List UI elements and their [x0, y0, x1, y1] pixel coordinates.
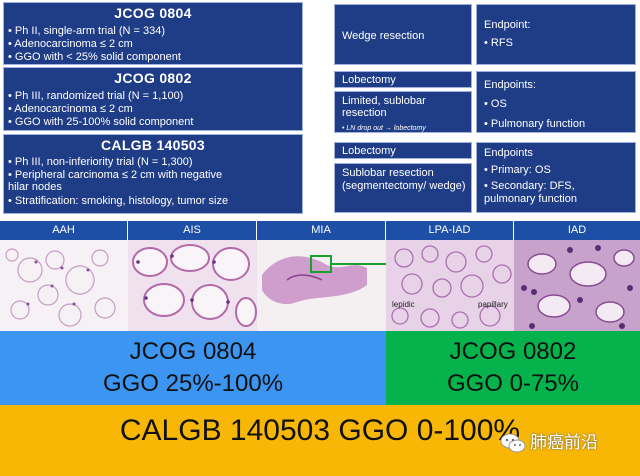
procedure-lobectomy-0802: Lobectomy — [334, 71, 472, 88]
histology-image-ais — [128, 240, 257, 331]
band-line1: JCOG 0804 — [129, 338, 257, 365]
endpoint-item: • OS — [484, 98, 507, 110]
trial-bullet: • Adenocarcinoma ≤ 2 cm — [8, 103, 133, 115]
endpoint-item: • Primary: OS — [484, 164, 551, 176]
histology-header-mia: MIA — [257, 221, 386, 240]
trial-bullet: • Ph II, single-arm trial (N = 334) — [8, 25, 165, 37]
watermark: 肺癌前沿 — [500, 430, 636, 456]
histology-image-iad — [514, 240, 640, 331]
band-jcog0804: JCOG 0804 GGO 25%-100% — [0, 331, 386, 405]
trial-box-calgb140503: CALGB 140503 • Ph III, non-inferiority t… — [3, 134, 303, 214]
trial-bullet: • Stratification: smoking, histology, tu… — [8, 195, 229, 207]
procedure-label: Wedge resection — [342, 30, 425, 42]
endpoint-item: • Pulmonary function — [484, 118, 586, 130]
procedure-wedge-resection: Wedge resection — [334, 4, 472, 65]
trial-title: JCOG 0804 — [114, 5, 192, 21]
procedure-label: Lobectomy — [342, 74, 396, 86]
trial-bullet: • GGO with < 25% solid component — [8, 51, 181, 63]
procedure-label: Lobectomy — [342, 145, 396, 157]
label-papillary: papillary — [478, 300, 508, 309]
band-text: CALGB 140503 GGO 0-100% — [119, 414, 521, 447]
procedure-label: Limited, sublobar resection — [342, 95, 426, 119]
histology-header-aah: AAH — [0, 221, 128, 240]
label-lepidic: lepidic — [392, 300, 415, 309]
procedure-label: Sublobar resection (segmentectomy/ wedge… — [342, 167, 466, 192]
endpoint-item: • RFS — [484, 37, 513, 49]
band-calgb140503: CALGB 140503 GGO 0-100% — [0, 405, 640, 476]
watermark-text: 肺癌前沿 — [530, 433, 598, 453]
endpoint-title: Endpoint: — [484, 19, 531, 31]
trial-box-jcog0802: JCOG 0802 • Ph III, randomized trial (N … — [3, 67, 303, 131]
histology-header-row: AAH AIS MIA LPA-IAD IAD — [0, 221, 640, 240]
trials-section: JCOG 0804 • Ph II, single-arm trial (N =… — [0, 0, 640, 218]
histology-header-lpa-iad: LPA-IAD — [386, 221, 514, 240]
endpoint-box-jcog0802: Endpoints: • OS • Pulmonary function — [476, 71, 636, 133]
trial-bullet: • Ph III, randomized trial (N = 1,100) — [8, 90, 184, 102]
endpoint-box-calgb140503: Endpoints • Primary: OS • Secondary: DFS… — [476, 142, 636, 213]
trial-bullet: hilar nodes — [8, 181, 62, 193]
band-line2: GGO 25%-100% — [102, 370, 284, 397]
band-line2: GGO 0-75% — [446, 370, 580, 397]
trial-bullet: • Ph III, non-inferiority trial (N = 1,3… — [8, 156, 193, 168]
trial-bullet: • Peripheral carcinoma ≤ 2 cm with negat… — [8, 169, 223, 181]
band-line1: JCOG 0802 — [449, 338, 577, 365]
trial-box-jcog0804: JCOG 0804 • Ph II, single-arm trial (N =… — [3, 2, 303, 65]
wechat-icon — [500, 433, 526, 453]
endpoint-box-jcog0804: Endpoint: • RFS — [476, 4, 636, 65]
trial-title: JCOG 0802 — [114, 70, 192, 86]
procedure-lobectomy-calgb: Lobectomy — [334, 142, 472, 159]
procedure-sublobar-resection: Sublobar resection (segmentectomy/ wedge… — [334, 163, 472, 213]
histology-header-iad: IAD — [514, 221, 640, 240]
endpoint-item: pulmonary function — [484, 193, 577, 205]
trial-bullet: • GGO with 25-100% solid component — [8, 116, 194, 128]
band-jcog0802: JCOG 0802 GGO 0-75% — [386, 331, 640, 405]
histology-image-mia — [257, 240, 386, 331]
histology-header-ais: AIS — [128, 221, 257, 240]
endpoint-item: • Secondary: DFS, — [484, 180, 575, 192]
histology-image-lpa-iad — [386, 240, 514, 331]
trial-bullet: • Adenocarcinoma ≤ 2 cm — [8, 38, 133, 50]
flow-connectors — [303, 30, 334, 189]
procedure-limited-sublobar: Limited, sublobar resection • LN drop ou… — [334, 91, 472, 133]
endpoint-title: Endpoints: — [484, 79, 536, 91]
trial-title: CALGB 140503 — [101, 137, 205, 153]
endpoint-title: Endpoints — [484, 147, 533, 159]
histology-image-aah — [0, 240, 128, 331]
procedure-note: • LN drop out → lobectomy — [342, 125, 426, 132]
